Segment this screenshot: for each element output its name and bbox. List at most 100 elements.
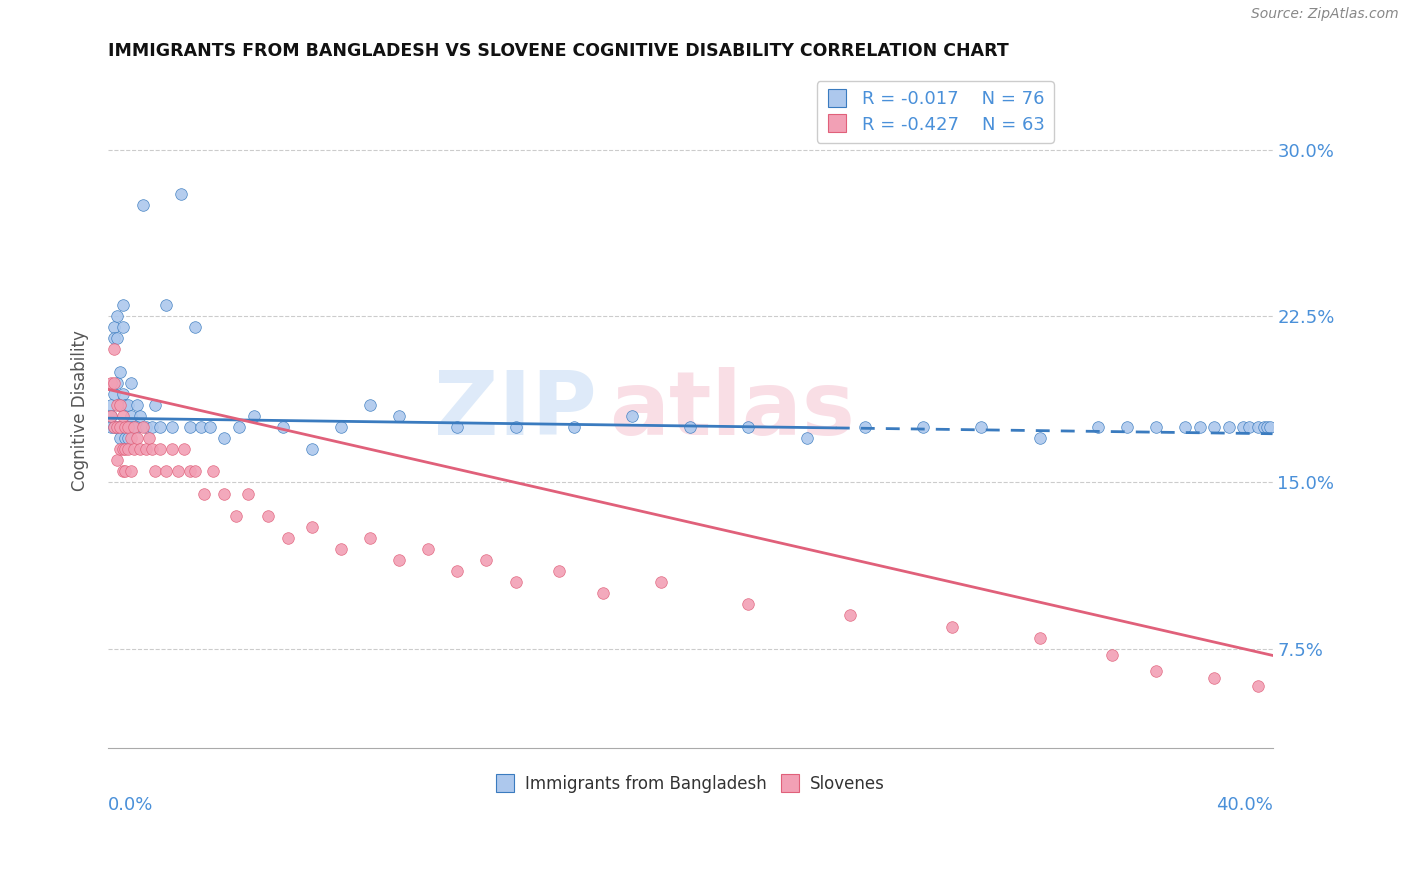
Point (418, 541, 440, 556)
Point (117, 398, 139, 412)
Point (120, 409, 142, 423)
Point (329, 420, 352, 434)
Point (108, 442, 131, 457)
Point (160, 420, 183, 434)
Point (120, 376, 142, 390)
Point (111, 420, 134, 434)
Point (132, 420, 155, 434)
Point (1218, 420, 1240, 434)
Point (1232, 420, 1254, 434)
Point (225, 508, 247, 523)
Point (114, 420, 136, 434)
Point (359, 531, 381, 545)
Point (117, 431, 139, 445)
Point (1204, 420, 1226, 434)
Point (1116, 420, 1139, 434)
Point (114, 464, 136, 478)
Point (301, 442, 323, 457)
Point (242, 409, 264, 423)
Point (114, 420, 136, 434)
Point (155, 298, 177, 312)
Point (114, 398, 136, 412)
Point (111, 387, 134, 401)
Point (100, 409, 122, 423)
Point (117, 442, 139, 457)
Text: IMMIGRANTS FROM BANGLADESH VS SLOVENE COGNITIVE DISABILITY CORRELATION CHART: IMMIGRANTS FROM BANGLADESH VS SLOVENE CO… (108, 42, 1008, 60)
Point (329, 541, 352, 556)
Point (592, 586, 614, 600)
Point (446, 564, 468, 578)
Point (170, 187, 193, 202)
Point (475, 553, 498, 567)
Point (214, 431, 236, 445)
Point (105, 453, 128, 467)
Point (155, 464, 177, 478)
Point (103, 420, 125, 434)
Point (912, 420, 935, 434)
Point (236, 486, 259, 500)
Point (173, 442, 195, 457)
Text: 40.0%: 40.0% (1216, 796, 1272, 814)
Point (149, 420, 172, 434)
Point (108, 420, 131, 434)
Point (129, 409, 152, 423)
Point (853, 420, 876, 434)
Point (160, 442, 183, 457)
Point (271, 420, 294, 434)
Y-axis label: Cognitive Disability: Cognitive Disability (72, 330, 89, 491)
Point (135, 442, 157, 457)
Point (505, 420, 527, 434)
Point (1239, 420, 1261, 434)
Point (548, 564, 571, 578)
Point (105, 398, 128, 412)
Point (129, 442, 152, 457)
Point (1188, 420, 1211, 434)
Point (505, 575, 527, 590)
Point (120, 464, 142, 478)
Point (193, 486, 215, 500)
Point (103, 331, 125, 345)
Point (132, 198, 155, 212)
Point (120, 431, 142, 445)
Point (970, 420, 993, 434)
Point (114, 442, 136, 457)
Point (650, 575, 672, 590)
Point (201, 464, 224, 478)
Point (111, 298, 134, 312)
Point (122, 420, 145, 434)
Point (1028, 431, 1050, 445)
Point (179, 464, 201, 478)
Point (120, 420, 142, 434)
Point (198, 420, 221, 434)
Point (1247, 680, 1270, 694)
Point (100, 376, 122, 390)
Point (839, 608, 862, 623)
Point (1204, 671, 1226, 685)
Point (108, 398, 131, 412)
Point (143, 464, 166, 478)
Point (1256, 420, 1278, 434)
Point (167, 464, 190, 478)
Point (679, 420, 702, 434)
Point (127, 431, 149, 445)
Point (122, 420, 145, 434)
Point (103, 420, 125, 434)
Point (108, 431, 131, 445)
Point (108, 420, 131, 434)
Point (122, 442, 145, 457)
Point (103, 376, 125, 390)
Point (114, 431, 136, 445)
Point (108, 398, 131, 412)
Point (135, 420, 157, 434)
Point (214, 486, 236, 500)
Point (105, 376, 128, 390)
Point (184, 464, 207, 478)
Point (100, 420, 122, 434)
Point (621, 409, 644, 423)
Point (1258, 420, 1281, 434)
Point (277, 531, 299, 545)
Point (1101, 648, 1123, 663)
Point (105, 310, 128, 324)
Point (388, 553, 411, 567)
Text: 0.0%: 0.0% (108, 796, 153, 814)
